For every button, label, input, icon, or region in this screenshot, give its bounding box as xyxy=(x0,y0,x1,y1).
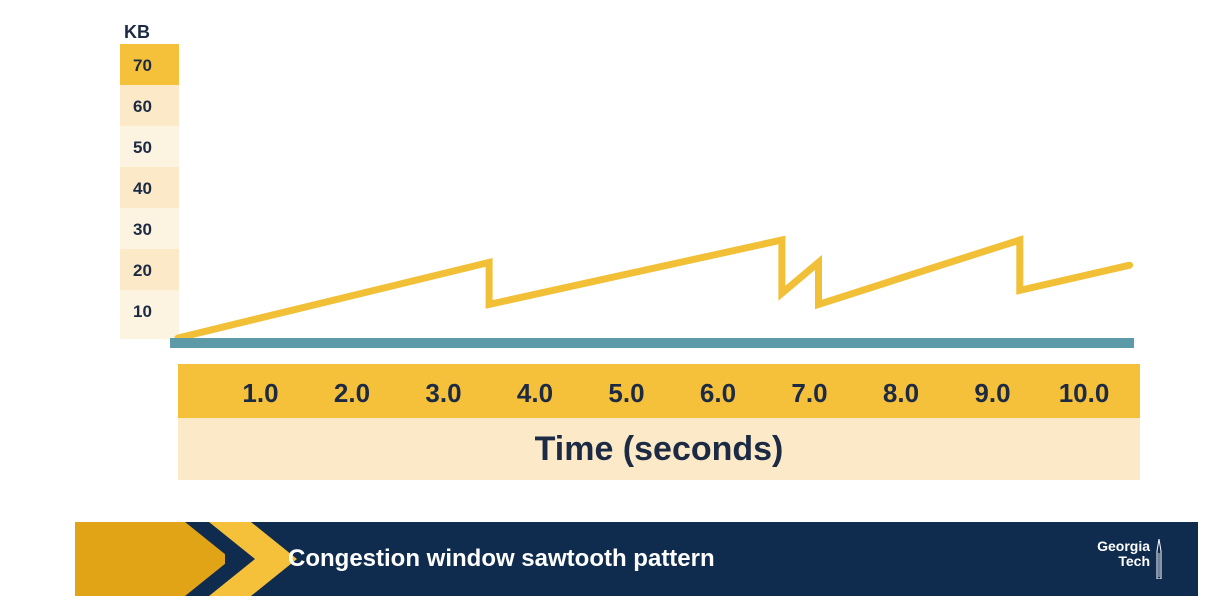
y-tick-label: 20 xyxy=(133,261,152,280)
y-band-row xyxy=(120,208,179,249)
x-tick-label: 5.0 xyxy=(608,378,644,408)
x-axis-tick-labels: 1.0 2.0 3.0 4.0 5.0 6.0 7.0 8.0 9.0 10.0 xyxy=(242,378,1109,408)
series-layer xyxy=(174,235,1134,342)
x-tick-label: 10.0 xyxy=(1059,378,1110,408)
footer-accent-block xyxy=(75,522,225,596)
y-axis-band xyxy=(120,44,179,339)
y-band-row xyxy=(120,167,179,208)
logo-line-2: Tech xyxy=(1118,553,1150,569)
x-axis-title: Time (seconds) xyxy=(535,430,784,468)
y-band-row xyxy=(120,85,179,126)
x-tick-label: 6.0 xyxy=(700,378,736,408)
y-tick-label: 70 xyxy=(133,56,152,75)
y-tick-label: 10 xyxy=(133,302,152,321)
chevron-right-icon xyxy=(185,522,303,596)
y-axis-tick-labels: 70 60 50 40 30 20 10 xyxy=(133,56,152,321)
x-tick-label: 7.0 xyxy=(791,378,827,408)
footer-title: Congestion window sawtooth pattern xyxy=(288,545,715,572)
y-tick-label: 30 xyxy=(133,220,152,239)
y-band-row xyxy=(120,44,179,85)
y-band-row xyxy=(120,331,179,339)
y-band-row xyxy=(120,290,179,331)
x-axis-tick-band xyxy=(178,364,1140,418)
x-axis-title-band xyxy=(178,418,1140,480)
y-tick-label: 50 xyxy=(133,138,152,157)
x-tick-label: 2.0 xyxy=(334,378,370,408)
y-tick-label: 60 xyxy=(133,97,152,116)
x-tick-label: 1.0 xyxy=(242,378,278,408)
x-tick-label: 3.0 xyxy=(425,378,461,408)
slide-footer: Congestion window sawtooth pattern Georg… xyxy=(75,522,1198,596)
logo-line-1: Georgia xyxy=(1097,538,1150,554)
congestion-window-line xyxy=(174,235,1134,342)
x-tick-label: 4.0 xyxy=(517,378,553,408)
y-tick-label: 40 xyxy=(133,179,152,198)
y-band-row xyxy=(120,249,179,290)
x-tick-label: 9.0 xyxy=(974,378,1010,408)
y-axis-unit-label: KB xyxy=(124,22,150,42)
tower-icon xyxy=(1156,539,1162,579)
georgia-tech-logo: Georgia Tech xyxy=(1097,539,1164,579)
x-tick-label: 8.0 xyxy=(883,378,919,408)
sawtooth-chart: 70 60 50 40 30 20 10 KB 1.0 2.0 3.0 4.0 5.0 6.0 7.0 8… xyxy=(120,22,1140,480)
y-band-row xyxy=(120,126,179,167)
